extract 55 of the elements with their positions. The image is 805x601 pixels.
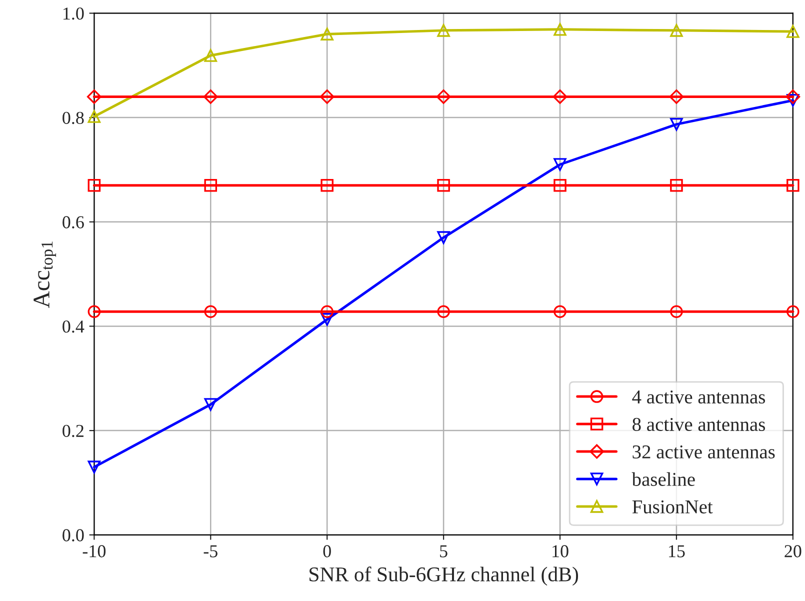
point (437, 231, 450, 244)
point (436, 89, 451, 104)
point (88, 110, 101, 123)
point (320, 305, 334, 318)
legend-label: baseline (632, 472, 695, 486)
x-axis-title: SNR of Sub-6GHz channel (dB) (310, 566, 578, 586)
x-tick-label: 0 (323, 545, 331, 558)
x-tick-label: 20 (784, 545, 802, 558)
point (88, 460, 101, 474)
point (552, 89, 568, 104)
point (554, 178, 566, 192)
x-tick-label: -5 (204, 545, 218, 558)
point (203, 89, 218, 104)
y-tick-label: 0.4 (62, 320, 84, 333)
y-tick-label: 0.6 (62, 216, 84, 228)
point (670, 305, 683, 318)
point (204, 305, 218, 318)
point (437, 178, 450, 192)
point (204, 398, 218, 411)
y-tick-label: 1.0 (63, 7, 84, 20)
x-tick-label: 10 (552, 545, 568, 558)
y-tick-label: 0.2 (62, 424, 84, 438)
point (437, 24, 450, 37)
point (786, 305, 800, 318)
point (320, 313, 334, 326)
point (670, 118, 683, 131)
point (437, 305, 450, 318)
point (670, 178, 683, 192)
point (786, 89, 800, 104)
point (554, 23, 566, 36)
point (669, 89, 684, 104)
point (320, 89, 334, 104)
x-tick-label: 5 (440, 545, 448, 558)
point (204, 178, 218, 192)
legend-label: 4 active antennas (632, 390, 765, 404)
y-tick-label: 0.0 (62, 529, 84, 542)
point (320, 28, 334, 40)
y-axis-title: Acc$_{top1}$ (34, 242, 56, 308)
point (554, 305, 566, 318)
point (554, 158, 566, 171)
point (86, 89, 102, 104)
x-tick-label: -10 (82, 545, 106, 558)
point (320, 178, 334, 192)
y-tick-label: 0.8 (62, 112, 84, 124)
legend-label: FusionNet (632, 500, 713, 514)
point (204, 49, 218, 62)
point (88, 178, 101, 192)
point (786, 178, 800, 192)
point (786, 25, 800, 38)
point (88, 305, 101, 318)
legend-label: 8 active antennas (632, 418, 765, 432)
point (786, 94, 800, 107)
legend-label: 32 active antennas (632, 445, 775, 458)
x-tick-label: 15 (669, 545, 685, 558)
point (670, 24, 683, 37)
